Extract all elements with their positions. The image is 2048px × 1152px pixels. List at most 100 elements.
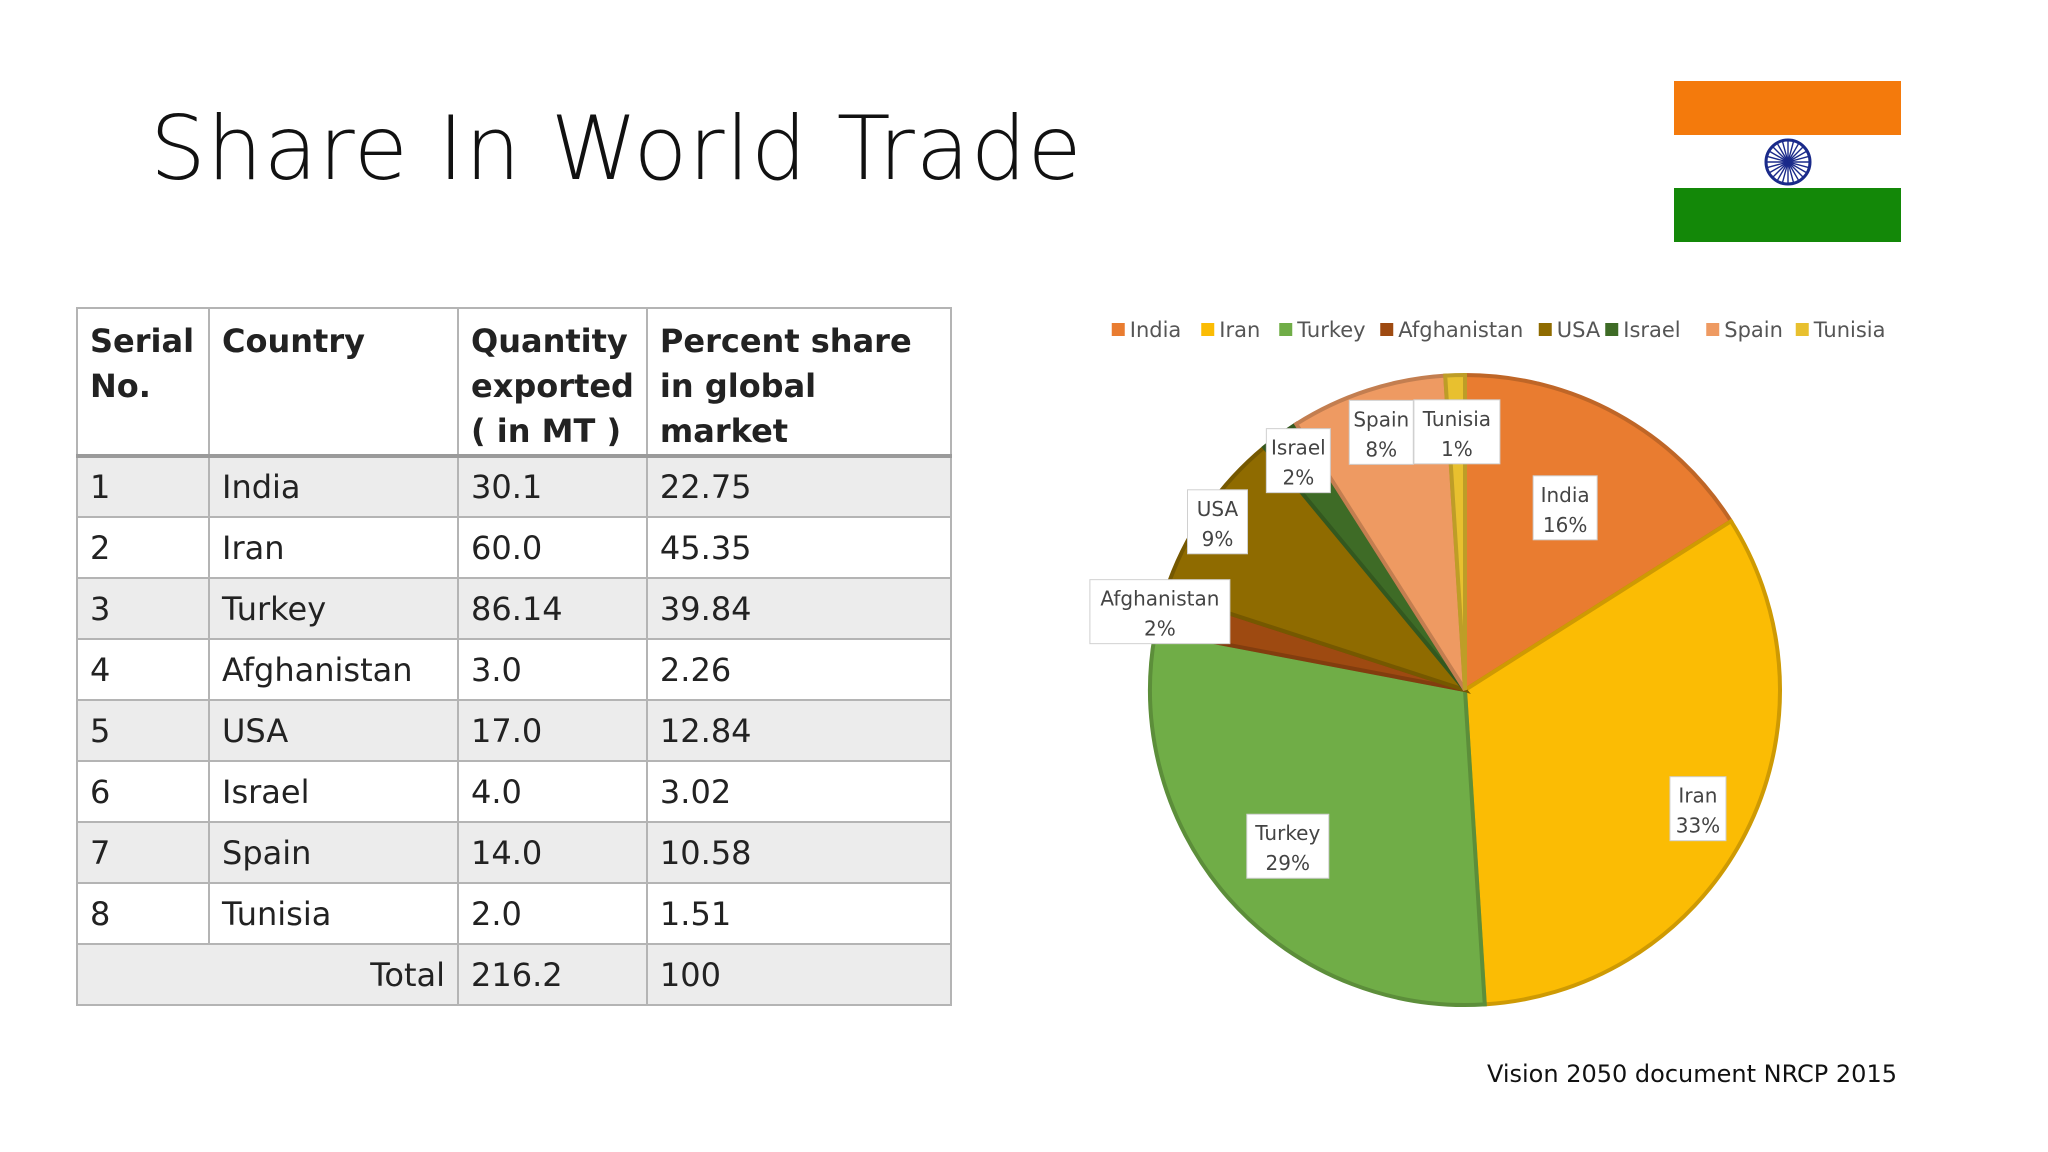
cell-percent: 2.26	[645, 638, 952, 701]
legend-item-turkey: Turkey	[1279, 318, 1366, 342]
data-label-iran: Iran 33%	[1669, 776, 1727, 842]
header-country: Country	[208, 307, 459, 458]
pie-slices	[1148, 372, 1782, 1007]
pie-slice-india	[1463, 372, 1734, 694]
data-label-value: 1%	[1441, 437, 1473, 461]
legend-label: India	[1130, 318, 1182, 342]
chakra-spoke	[1787, 161, 1800, 181]
trade-table: Serial No. Country Quantity exported ( i…	[76, 307, 952, 1006]
data-label-name: India	[1541, 483, 1590, 507]
ashoka-chakra-icon	[1764, 138, 1812, 186]
legend-item-usa: USA	[1538, 318, 1601, 342]
cell-country: Tunisia	[208, 882, 459, 945]
cell-serial: 1	[76, 455, 210, 518]
legend-label: Iran	[1219, 318, 1260, 342]
cell-percent: 39.84	[645, 577, 952, 640]
chakra-spoke	[1776, 143, 1789, 163]
legend-swatch	[1605, 323, 1619, 336]
cell-percent: 45.35	[645, 516, 952, 579]
slide-title: Share In World Trade	[150, 97, 1083, 200]
cell-quantity: 2.0	[457, 882, 648, 945]
table-row: 2 Iran 60.0 45.35	[76, 516, 952, 579]
chakra-spoke	[1787, 161, 1804, 178]
cell-country: Israel	[208, 760, 459, 823]
chakra-spoke	[1787, 150, 1807, 163]
legend-label: Spain	[1724, 318, 1783, 342]
legend-swatch	[1201, 323, 1215, 336]
cell-country: Afghanistan	[208, 638, 459, 701]
table-header-row: Serial No. Country Quantity exported ( i…	[76, 307, 952, 458]
data-label-tunisia: Tunisia 1%	[1413, 399, 1501, 465]
legend-label: USA	[1557, 318, 1601, 342]
chakra-spoke	[1781, 141, 1789, 163]
legend-item-india: India	[1111, 318, 1182, 342]
flag-green-band	[1674, 188, 1901, 242]
legend-swatch	[1111, 323, 1125, 336]
chakra-spoke	[1772, 146, 1789, 163]
source-citation: Vision 2050 document NRCP 2015	[1486, 1060, 1897, 1088]
chakra-spoke	[1776, 161, 1789, 181]
legend-swatch	[1380, 323, 1394, 336]
data-label-name: Turkey	[1254, 821, 1320, 845]
data-label-box	[1348, 399, 1414, 465]
legend-label: Israel	[1623, 318, 1680, 342]
cell-percent: 22.75	[645, 455, 952, 518]
legend-item-israel: Israel	[1605, 318, 1681, 342]
table-row: 3 Turkey 86.14 39.84	[76, 577, 952, 640]
data-label-name: USA	[1197, 497, 1239, 521]
data-label-name: Spain	[1353, 407, 1409, 431]
table-row: 5 USA 17.0 12.84	[76, 699, 952, 762]
table-row: 7 Spain 14.0 10.58	[76, 821, 952, 884]
data-label-india: India 16%	[1532, 475, 1598, 541]
data-label-value: 16%	[1543, 513, 1587, 537]
legend-swatch	[1538, 323, 1552, 336]
data-label-box	[1089, 579, 1231, 645]
chakra-spoke	[1767, 161, 1789, 169]
chakra-spoke	[1787, 146, 1804, 163]
header-serial: Serial No.	[76, 307, 210, 458]
chakra-spoke	[1787, 143, 1800, 163]
chakra-spoke	[1769, 161, 1789, 174]
chakra-spoke	[1767, 155, 1789, 163]
cell-serial: 3	[76, 577, 210, 640]
chakra-spoke	[1787, 141, 1795, 163]
chakra-spoke	[1787, 161, 1807, 174]
table-total-row: Total 216.2 100	[76, 943, 952, 1006]
legend-swatch	[1279, 323, 1293, 336]
table-row: 4 Afghanistan 3.0 2.26	[76, 638, 952, 701]
cell-country: Turkey	[208, 577, 459, 640]
data-label-value: 29%	[1266, 851, 1310, 875]
data-labels: India 16% Iran 33% Turkey 29% Afghanistan 2% USA…	[1089, 399, 1727, 879]
cell-serial: 2	[76, 516, 210, 579]
data-label-box	[1413, 399, 1501, 465]
data-label-israel: Israel 2%	[1265, 428, 1331, 494]
legend-item-tunisia: Tunisia	[1795, 318, 1886, 342]
cell-percent: 12.84	[645, 699, 952, 762]
data-label-afghanistan: Afghanistan 2%	[1089, 579, 1231, 645]
cell-percent: 1.51	[645, 882, 952, 945]
cell-quantity: 86.14	[457, 577, 648, 640]
legend-label: Afghanistan	[1398, 318, 1523, 342]
data-label-usa: USA 9%	[1186, 489, 1248, 555]
chakra-spoke	[1772, 161, 1789, 178]
table-row: 1 India 30.1 22.75	[76, 455, 952, 518]
total-quantity: 216.2	[457, 943, 648, 1006]
cell-quantity: 17.0	[457, 699, 648, 762]
pie-slice-iran	[1462, 518, 1782, 1007]
total-percent: 100	[645, 943, 952, 1006]
cell-quantity: 14.0	[457, 821, 648, 884]
cell-country: USA	[208, 699, 459, 762]
data-label-value: 2%	[1144, 617, 1176, 641]
data-label-value: 8%	[1365, 437, 1397, 461]
chakra-spoke	[1769, 150, 1789, 163]
cell-quantity: 3.0	[457, 638, 648, 701]
cell-percent: 3.02	[645, 760, 952, 823]
table-row: 8 Tunisia 2.0 1.51	[76, 882, 952, 945]
cell-percent: 10.58	[645, 821, 952, 884]
cell-country: India	[208, 455, 459, 518]
data-label-value: 2%	[1282, 466, 1314, 490]
chakra-spoke	[1787, 161, 1795, 183]
header-quantity: Quantity exported ( in MT )	[457, 307, 648, 458]
data-label-box	[1669, 776, 1727, 842]
